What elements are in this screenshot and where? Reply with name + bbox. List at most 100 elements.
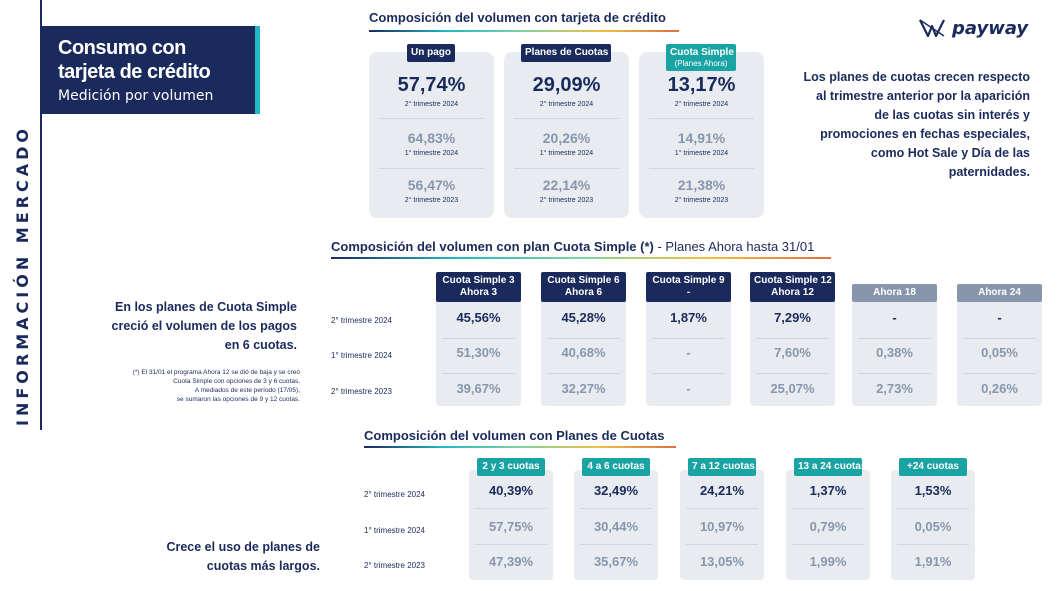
card-value: 21,38% (677, 177, 726, 193)
cell-value: 7,29% (774, 310, 811, 325)
cell-value: 1,37% (809, 483, 847, 498)
cell-divider (792, 544, 864, 545)
column-header: +24 cuotas (899, 458, 967, 476)
card-label-text: Cuota Simple (670, 47, 734, 58)
cell-divider (963, 338, 1036, 339)
card-value: 14,91% (677, 130, 726, 146)
cell-value: 0,79% (809, 519, 847, 534)
column-header-line2: Ahora 6 (564, 287, 603, 298)
column-header: Cuota Simple 9- (646, 272, 731, 302)
cell-value: 39,67% (456, 381, 501, 396)
side-label-text: INFORMACIÓN MERCADO (12, 124, 32, 426)
row-label: 2° trimestre 2024 (331, 316, 393, 325)
cell-value: 45,28% (561, 310, 606, 325)
card-divider (379, 168, 484, 169)
card-label-text: Planes de Cuotas (525, 47, 609, 58)
cell-value: 1,53% (914, 483, 952, 498)
cell-divider (442, 338, 515, 339)
section3-underline (364, 446, 676, 448)
row-label: 2° trimestre 2023 (364, 561, 426, 570)
cell-divider (475, 544, 547, 545)
page-title-line1: Consumo con (58, 37, 186, 59)
cell-value: 51,30% (456, 345, 501, 360)
page-title-box: Consumo con tarjeta de crédito Medición … (42, 26, 260, 114)
footnote-line: (*) El 31/01 el programa Ahora 12 se dió… (132, 369, 300, 376)
card-value: 22,14% (542, 177, 591, 193)
card-1 (504, 52, 629, 218)
cell-value: 10,97% (699, 519, 745, 534)
column-bg (786, 470, 870, 580)
cell-divider (652, 373, 725, 374)
column-bg (852, 288, 937, 406)
card-period: 2° trimestre 2024 (404, 101, 459, 108)
cell-value: 0,26% (981, 381, 1018, 396)
column-header: Ahora 24 (957, 284, 1042, 302)
cell-divider (897, 508, 969, 509)
card-value: 57,74% (397, 74, 466, 96)
card-divider (514, 118, 619, 119)
footnote-line: se sumaron las opciones de 9 y 12 cuotas… (176, 396, 300, 403)
section2-note: En los planes de Cuota Simple creció el … (111, 300, 297, 352)
column-bg (646, 288, 731, 406)
cell-value: 7,60% (774, 345, 811, 360)
card-divider (649, 118, 754, 119)
cell-divider (686, 508, 758, 509)
cell-divider (756, 373, 829, 374)
cell-divider (792, 508, 864, 509)
card-value: 64,83% (407, 130, 456, 146)
card-value: 20,26% (542, 130, 591, 146)
section1-underline (369, 30, 679, 32)
page-subtitle: Medición por volumen (58, 88, 214, 104)
cell-divider (547, 338, 620, 339)
cell-value: - (686, 381, 691, 396)
cell-value: 1,87% (670, 310, 707, 325)
cell-value: 25,07% (770, 381, 815, 396)
cell-divider (858, 373, 931, 374)
column-header-line1: Cuota Simple 9 (652, 275, 725, 286)
section3-note-line1: Crece el uso de planes de (166, 540, 320, 554)
column-bg (957, 288, 1042, 406)
cell-divider (858, 338, 931, 339)
card-divider (514, 168, 619, 169)
cell-value: 40,39% (488, 483, 534, 498)
card-value: 13,17% (667, 74, 736, 96)
card-2 (639, 52, 764, 218)
row-label: 1° trimestre 2024 (364, 526, 426, 535)
column-header-line1: Cuota Simple 3 (442, 275, 515, 286)
card-period: 2° trimestre 2023 (539, 197, 594, 204)
row-label: 1° trimestre 2024 (331, 351, 393, 360)
row-label: 2° trimestre 2024 (364, 490, 426, 499)
section3-title: Composición del volumen con Planes de Cu… (364, 428, 665, 443)
cell-value: 57,75% (488, 519, 534, 534)
cell-divider (475, 508, 547, 509)
page-title-line2: tarjeta de crédito (58, 61, 211, 83)
column-header: 13 a 24 cuotas (794, 458, 866, 476)
section3-note: Crece el uso de planes de cuotas más lar… (120, 538, 320, 576)
column-bg (574, 470, 658, 580)
card-period: 1° trimestre 2024 (539, 150, 594, 157)
column-header-line2: Ahora 3 (459, 287, 498, 298)
section2-title-main: Composición del volumen con plan Cuota S… (331, 239, 654, 254)
section1-note: Los planes de cuotas crecen respecto al … (803, 70, 1030, 179)
footnote-line: A mediados de este período (17/05), (194, 387, 300, 394)
cell-value: 45,56% (456, 310, 501, 325)
cell-divider (756, 338, 829, 339)
cell-divider (580, 544, 652, 545)
column-header: Cuota Simple 12 Ahora 12 (750, 272, 835, 302)
column-header: Ahora 18 (852, 284, 937, 302)
column-bg (469, 470, 553, 580)
cell-value: 0,05% (981, 345, 1018, 360)
cell-value: 32,49% (593, 483, 639, 498)
card-sublabel: (Planes Ahora) (674, 59, 728, 68)
cell-divider (897, 544, 969, 545)
card-label: Cuota Simple (Planes Ahora) (666, 44, 736, 71)
card-period: 1° trimestre 2024 (404, 150, 459, 157)
column-header: 2 y 3 cuotas (477, 458, 545, 476)
cell-value: 35,67% (593, 554, 639, 569)
column-header-line1: Ahora 18 (873, 287, 916, 298)
cell-value: 32,27% (561, 381, 606, 396)
cell-value: - (686, 345, 691, 360)
section2-title: Composición del volumen con plan Cuota S… (331, 239, 814, 254)
row-label: 2° trimestre 2023 (331, 387, 393, 396)
card-period: 2° trimestre 2023 (674, 197, 729, 204)
